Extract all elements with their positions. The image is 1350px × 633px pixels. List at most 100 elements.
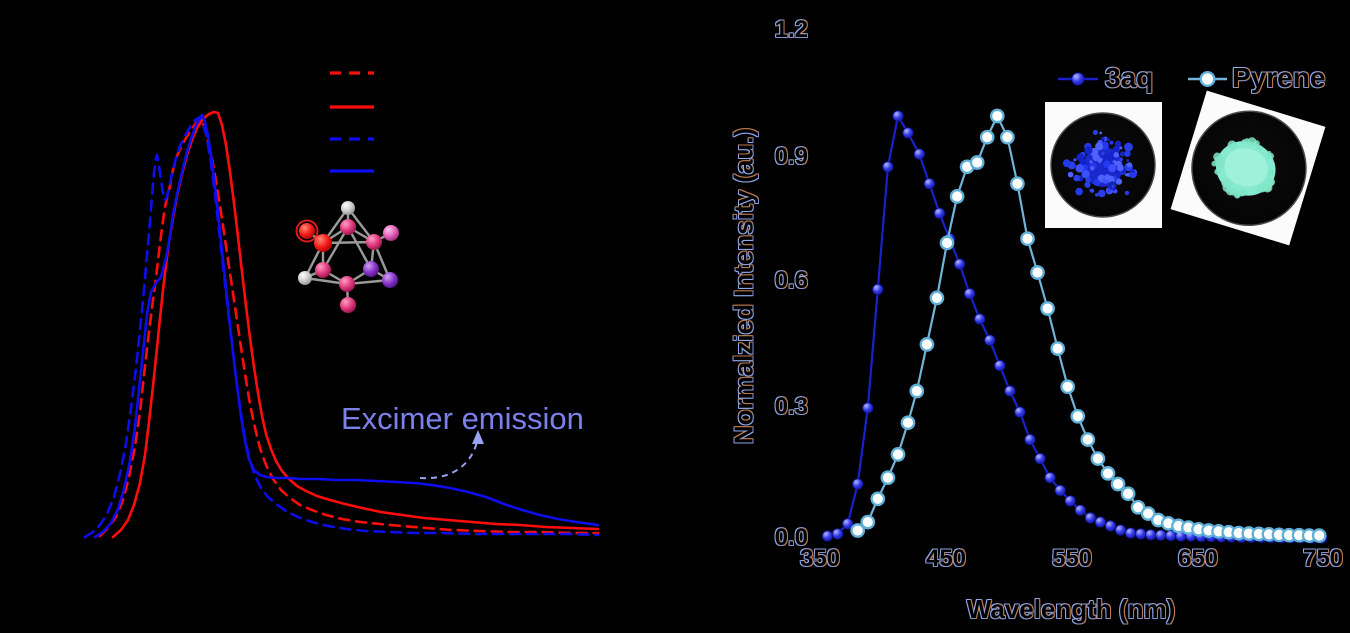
marker-3aq: [1145, 529, 1157, 541]
powder-speck: [1108, 164, 1117, 173]
marker-Pyrene: [900, 415, 916, 431]
marker-3aq: [1064, 495, 1076, 507]
powder-speck: [1089, 188, 1092, 192]
powder-speck: [1106, 138, 1110, 142]
atom-crimson: [366, 234, 382, 250]
powder-speck: [1112, 145, 1121, 154]
legend-marker-Pyrene: [1199, 70, 1216, 87]
atom-highlight-ring: [295, 219, 319, 243]
marker-3aq: [1114, 524, 1127, 536]
powder-speck: [1081, 170, 1090, 179]
marker-Pyrene: [880, 470, 896, 486]
curve-blue-dashed: [83, 115, 600, 539]
powder-speck: [1101, 136, 1105, 141]
powder-speck: [1113, 176, 1117, 179]
marker-3aq: [974, 313, 986, 325]
marker-Pyrene: [979, 129, 995, 145]
powder-speck: [1102, 160, 1111, 168]
powder-speck: [1266, 153, 1272, 159]
marker-Pyrene: [1090, 451, 1106, 466]
curve-red-solid: [111, 110, 600, 539]
marker-3aq: [902, 127, 914, 139]
powder-speck: [1099, 131, 1103, 135]
ytick-0p6: 0.6: [774, 267, 808, 294]
powder-speck: [1092, 154, 1100, 162]
y-axis-title: Normalzied Intensity (au.): [728, 127, 759, 445]
marker-3aq: [821, 530, 834, 542]
photo-pyrene-powder-uv: [1170, 90, 1326, 246]
left-spectra-curves: [83, 110, 600, 539]
marker-Pyrene: [949, 189, 965, 204]
marker-Pyrene: [1130, 499, 1146, 515]
marker-3aq: [984, 334, 996, 346]
powder-speck: [1124, 142, 1133, 152]
dashed-arrow-shaft: [419, 441, 478, 480]
powder-speck: [1084, 181, 1091, 188]
marker-Pyrene: [1000, 129, 1015, 145]
marker-Pyrene: [929, 290, 945, 306]
powder-speck: [1075, 187, 1083, 196]
marker-3aq: [831, 528, 844, 540]
marker-3aq: [1024, 433, 1036, 446]
marker-Pyrene: [870, 491, 886, 507]
xtick-350: 350: [799, 545, 841, 572]
powder-speck: [1090, 166, 1095, 171]
powder-speck: [1130, 168, 1135, 173]
powder-speck: [1095, 142, 1104, 151]
powder-speck: [1102, 154, 1108, 159]
powder-speck: [1112, 186, 1116, 190]
atom-crimson: [340, 219, 356, 235]
marker-Pyrene: [1040, 301, 1055, 316]
xtick-750: 750: [1302, 545, 1344, 572]
powder-speck: [1257, 145, 1263, 151]
atom-magenta: [383, 225, 399, 241]
powder-speck: [1124, 150, 1131, 157]
marker-3aq: [963, 288, 976, 300]
atom-purple: [363, 261, 379, 277]
marker-3aq: [1125, 527, 1137, 539]
powder-speck: [1116, 164, 1124, 172]
powder-speck: [1255, 188, 1261, 194]
powder-speck: [1109, 140, 1114, 145]
atom-red: [299, 223, 315, 239]
x-axis-title: Wavelength (nm): [966, 594, 1176, 624]
powder-speck: [1092, 130, 1098, 135]
powder-speck: [1227, 140, 1237, 150]
powder-core-bright: [1224, 148, 1268, 187]
powder-speck: [1120, 151, 1125, 156]
powder-speck: [1093, 179, 1101, 186]
powder-speck: [1129, 170, 1137, 179]
excimer-emission-label: Excimer emission: [341, 401, 584, 436]
ytick-0p3: 0.3: [774, 393, 808, 420]
powder-speck: [1239, 188, 1247, 197]
powder-speck: [1084, 146, 1093, 155]
marker-3aq: [892, 110, 904, 122]
curve-red-dashed: [98, 117, 600, 538]
marker-3aq: [913, 148, 925, 160]
ytick-0p9: 0.9: [774, 143, 808, 170]
ytick-0p0: 0.0: [774, 524, 808, 551]
powder-speck: [1225, 186, 1235, 196]
marker-Pyrene: [1050, 341, 1066, 356]
legend-marker-3aq: [1071, 72, 1085, 86]
atom-gray: [341, 201, 355, 215]
marker-Pyrene: [860, 514, 876, 530]
marker-Pyrene: [1140, 506, 1156, 521]
right-legend-markers: [1058, 70, 1227, 87]
powder-speck: [1124, 190, 1130, 196]
powder-speck: [1244, 138, 1250, 144]
marker-3aq: [1084, 512, 1097, 524]
powder-speck: [1104, 174, 1111, 181]
powder-speck: [1126, 162, 1132, 168]
curve-blue-solid: [93, 113, 600, 539]
left-legend: [330, 71, 374, 173]
powder-speck: [1067, 171, 1074, 178]
marker-Pyrene: [989, 108, 1005, 124]
excimer-arrow: [419, 430, 484, 480]
marker-3aq: [1135, 528, 1147, 540]
marker-3aq: [1155, 529, 1167, 541]
photo-3aq-powder-uv: [1045, 102, 1162, 228]
bond: [321, 226, 350, 271]
powder-speck: [1268, 169, 1275, 176]
powder-speck: [1119, 157, 1123, 162]
